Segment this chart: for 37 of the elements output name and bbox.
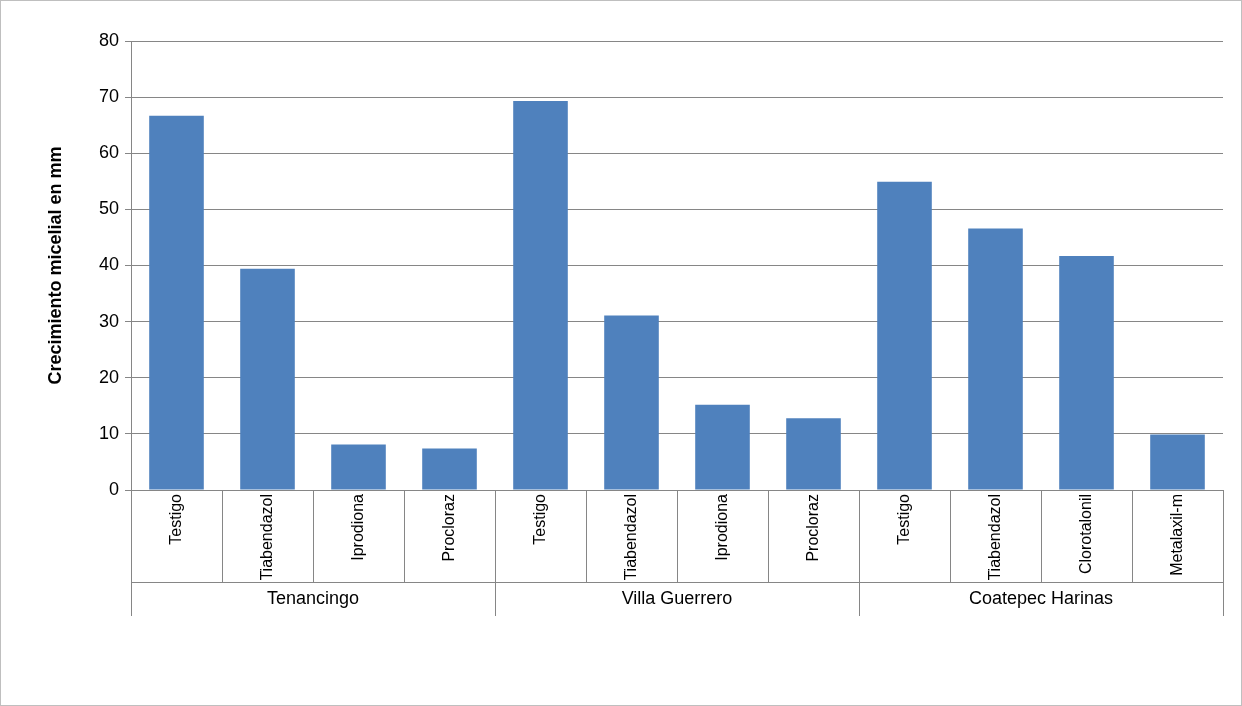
text: Villa Guerrero <box>621 587 733 608</box>
x-tick-label: Testigo <box>894 493 912 545</box>
bar <box>695 404 750 490</box>
bar <box>604 315 659 490</box>
y-tick-label: 0 <box>108 478 119 499</box>
bar <box>513 101 568 490</box>
y-tick-label: 80 <box>98 29 119 50</box>
x-tick-label: Tiabendazol <box>621 494 639 581</box>
x-tick-label: Tiabendazol <box>985 494 1003 581</box>
x-tick-label: Testigo <box>530 493 548 545</box>
bar <box>786 418 841 490</box>
x-tick-label: Procloraz <box>439 494 457 562</box>
x-tick-label: Metalaxil-m <box>1167 494 1185 576</box>
x-tick-label: Testigo <box>166 493 184 545</box>
bar <box>877 181 932 490</box>
y-tick-label: 10 <box>98 422 119 443</box>
text: Coatepec Harinas <box>968 587 1114 608</box>
y-axis-title: Crecimiento micelial en mm <box>44 146 65 385</box>
x-tick-label: Iprodiona <box>348 493 366 561</box>
x-tick-label: Iprodiona <box>712 493 730 561</box>
y-tick-label: 40 <box>98 254 119 275</box>
text: Tenancingo <box>266 587 360 608</box>
bar <box>1059 255 1114 490</box>
y-tick-label: 60 <box>98 142 119 163</box>
bar <box>1150 434 1205 490</box>
bar <box>240 268 295 490</box>
bar <box>968 228 1023 490</box>
x-tick-label: Procloraz <box>803 494 821 562</box>
y-tick-label: 30 <box>98 310 119 331</box>
y-tick-label: 50 <box>98 198 119 219</box>
x-tick-label: Clorotalonil <box>1076 494 1094 575</box>
y-tick-label: 70 <box>98 86 119 107</box>
y-tick-label: 20 <box>98 366 119 387</box>
x-tick-label: Tiabendazol <box>257 494 275 581</box>
bar <box>422 448 477 490</box>
bar <box>331 444 386 490</box>
bar <box>149 115 204 490</box>
